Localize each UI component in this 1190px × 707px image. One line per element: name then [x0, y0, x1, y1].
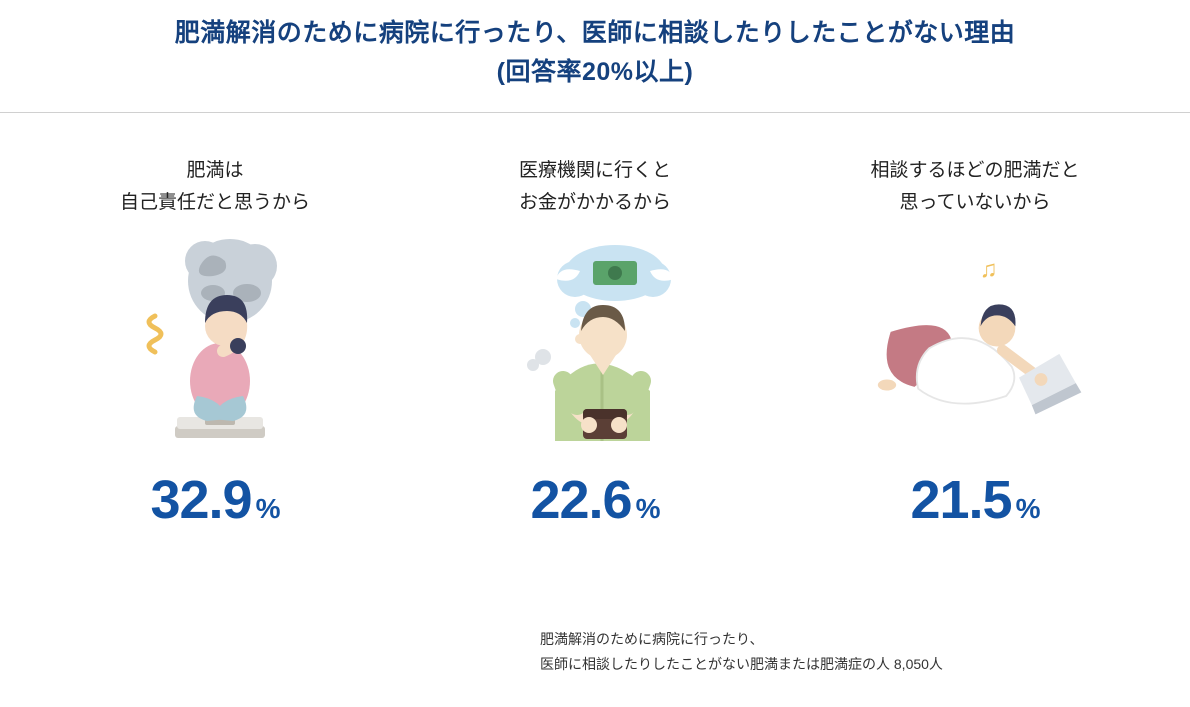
- title-block: 肥満解消のために病院に行ったり、医師に相談したりしたことがない理由 (回答率20…: [0, 0, 1190, 112]
- panel-not-serious: 相談するほどの肥満だと 思っていないから ♫: [840, 155, 1110, 531]
- percent-value: 22.6%: [530, 469, 659, 531]
- title-line-1: 肥満解消のために病院に行ったり、医師に相談したりしたことがない理由: [0, 14, 1190, 53]
- percent-symbol: %: [256, 493, 280, 524]
- percent-value: 21.5%: [910, 469, 1039, 531]
- percent-symbol: %: [636, 493, 660, 524]
- percent-number: 32.9: [150, 470, 251, 530]
- percent-number: 21.5: [910, 470, 1011, 530]
- footnote: 肥満解消のために病院に行ったり、 医師に相談したりしたことがない肥満または肥満症…: [540, 627, 943, 677]
- panels-row: 肥満は 自己責任だと思うから: [0, 113, 1190, 531]
- footnote-line-2: 医師に相談したりしたことがない肥満または肥満症の人 8,050人: [540, 652, 943, 677]
- illustration-laptop: ♫: [865, 231, 1085, 451]
- footnote-line-1: 肥満解消のために病院に行ったり、: [540, 627, 943, 652]
- panel-self-responsibility: 肥満は 自己責任だと思うから: [80, 155, 350, 531]
- reason-text: 肥満は 自己責任だと思うから: [120, 155, 310, 225]
- title-line-2: (回答率20%以上): [0, 53, 1190, 92]
- reason-text: 相談するほどの肥満だと 思っていないから: [870, 155, 1079, 225]
- reason-text: 医療機関に行くと お金がかかるから: [519, 155, 671, 225]
- percent-symbol: %: [1016, 493, 1040, 524]
- svg-text:♫: ♫: [980, 255, 998, 282]
- illustration-wallet: [485, 231, 705, 451]
- panel-costs-money: 医療機関に行くと お金がかかるから: [460, 155, 730, 531]
- percent-number: 22.6: [530, 470, 631, 530]
- illustration-scale: [105, 231, 325, 451]
- percent-value: 32.9%: [150, 469, 279, 531]
